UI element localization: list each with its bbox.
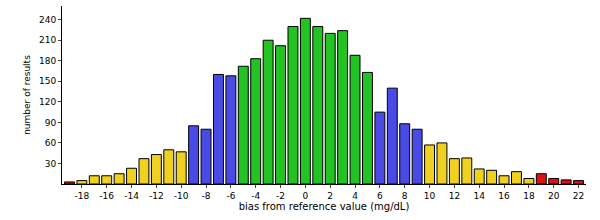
svg-text:-8: -8 <box>202 191 211 201</box>
svg-text:180: 180 <box>39 56 56 66</box>
svg-text:2: 2 <box>327 191 333 201</box>
svg-text:0: 0 <box>303 191 309 201</box>
svg-text:-4: -4 <box>251 191 260 201</box>
svg-text:120: 120 <box>39 97 56 107</box>
svg-text:16: 16 <box>498 191 510 201</box>
svg-text:-18: -18 <box>75 191 90 201</box>
svg-text:20: 20 <box>548 191 560 201</box>
svg-text:240: 240 <box>39 15 56 25</box>
svg-text:10: 10 <box>424 191 436 201</box>
svg-text:8: 8 <box>402 191 408 201</box>
svg-text:-16: -16 <box>99 191 114 201</box>
svg-text:150: 150 <box>39 76 56 86</box>
svg-text:210: 210 <box>39 35 56 45</box>
svg-text:-12: -12 <box>149 191 164 201</box>
svg-text:6: 6 <box>377 191 383 201</box>
svg-text:22: 22 <box>573 191 584 201</box>
svg-text:12: 12 <box>449 191 460 201</box>
svg-text:-10: -10 <box>174 191 189 201</box>
svg-text:-2: -2 <box>276 191 285 201</box>
svg-text:4: 4 <box>352 191 358 201</box>
svg-text:-14: -14 <box>124 191 139 201</box>
svg-text:30: 30 <box>45 159 57 169</box>
svg-text:18: 18 <box>523 191 535 201</box>
svg-text:14: 14 <box>473 191 485 201</box>
svg-text:number of results: number of results <box>22 55 32 135</box>
svg-text:60: 60 <box>45 138 57 148</box>
svg-text:90: 90 <box>45 118 57 128</box>
svg-text:-6: -6 <box>226 191 235 201</box>
svg-text:bias from reference value (mg/: bias from reference value (mg/dL) <box>239 201 410 212</box>
